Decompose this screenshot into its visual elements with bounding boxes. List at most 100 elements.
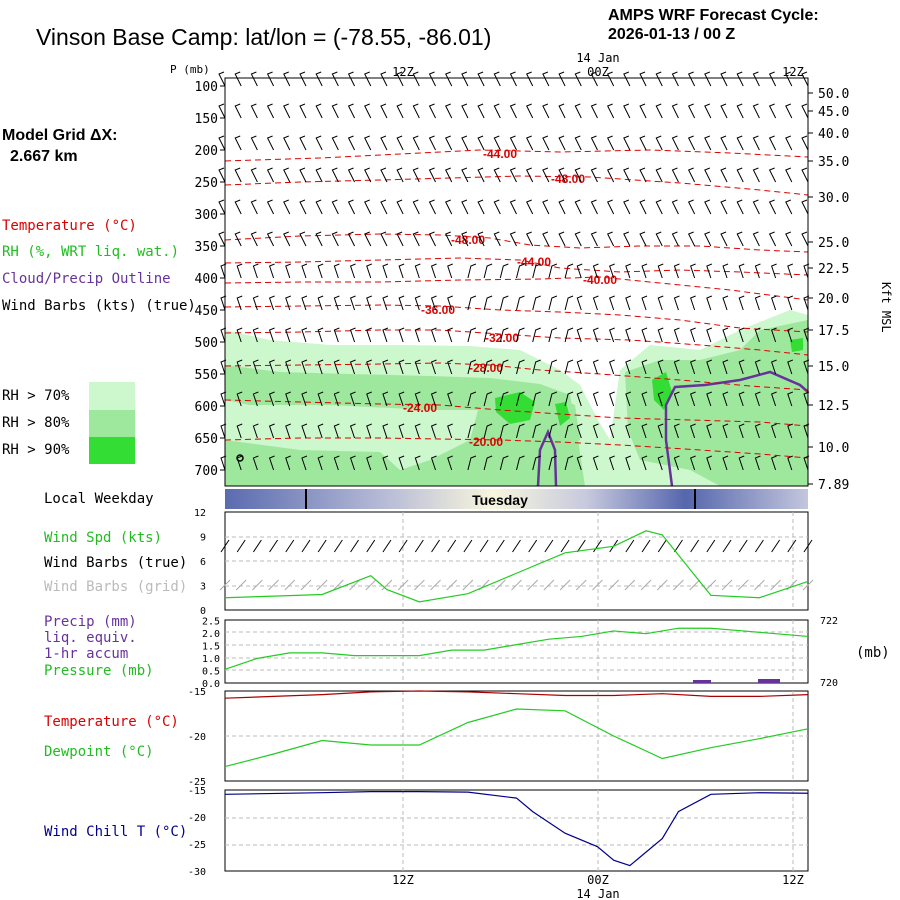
top-time-label: 00Z xyxy=(587,65,609,79)
wind-barb xyxy=(803,391,810,407)
wind-barb xyxy=(704,167,712,183)
wind-barb xyxy=(236,295,243,311)
pressure-tick-label: 500 xyxy=(195,336,218,351)
wind-barb xyxy=(268,327,275,343)
wind-barb xyxy=(720,231,728,247)
legend-wind-true: Wind Barbs (true) xyxy=(44,555,188,571)
precip-tick-label: 1.0 xyxy=(202,654,220,665)
wind-barb xyxy=(483,391,493,407)
wind-barb xyxy=(639,199,647,215)
panel-wind-barb-true xyxy=(641,539,651,553)
wind-barb xyxy=(366,359,372,375)
wind-tick-label: 3 xyxy=(200,582,206,593)
wind-barb xyxy=(526,199,534,215)
panel-wind-barb-true xyxy=(463,539,473,553)
panel-wind-barb-grid xyxy=(235,579,247,591)
forecast-cycle-value: 2026-01-13 / 00 Z xyxy=(608,26,736,43)
wind-barb xyxy=(220,359,227,375)
windchill-tick-label: -20 xyxy=(188,813,206,824)
wind-barb xyxy=(349,359,356,375)
wind-barb xyxy=(657,423,664,439)
wind-barb xyxy=(331,103,339,119)
wind-barb xyxy=(592,455,599,471)
height-tick-label: 7.89 xyxy=(818,478,849,493)
wind-barb xyxy=(687,103,696,119)
wind-barb xyxy=(477,199,485,215)
wind-barb xyxy=(266,167,275,183)
wind-barb xyxy=(803,263,810,279)
precip-tick-label: 0.0 xyxy=(202,679,220,690)
wind-barb xyxy=(722,391,729,407)
wind-barb xyxy=(364,135,372,151)
legend-rh90-swatch xyxy=(89,437,135,464)
contour-24 xyxy=(224,399,809,427)
wind-barb xyxy=(283,167,291,183)
wind-barb xyxy=(752,103,760,119)
wind-barb xyxy=(299,199,307,215)
wind-barb xyxy=(606,103,615,119)
wind-barb xyxy=(673,423,680,439)
panel-wind-barb-grid xyxy=(754,579,765,591)
panel-wind-barb-true xyxy=(236,539,246,553)
wind-barb xyxy=(785,71,793,87)
wind-barb xyxy=(606,71,615,87)
wind-barb xyxy=(706,295,713,311)
wind-barb xyxy=(317,359,324,375)
precip-tick-label: 2.0 xyxy=(202,629,220,640)
wind-barb xyxy=(412,103,420,119)
wind-barb xyxy=(430,263,437,279)
height-tick-label: 35.0 xyxy=(818,155,849,170)
wind-barb xyxy=(477,231,485,247)
pressure-tick-label: 100 xyxy=(195,80,218,95)
wind-barb xyxy=(768,167,777,183)
wind-barb xyxy=(349,327,356,343)
wind-barb xyxy=(532,359,541,375)
cross-section-wind-barbs xyxy=(218,71,810,471)
wind-barb xyxy=(574,199,582,215)
wind-barb xyxy=(752,71,760,87)
wind-barb xyxy=(516,423,525,439)
pressure-line xyxy=(224,627,809,670)
wind-barb xyxy=(673,391,680,407)
panel-wind-barb-true xyxy=(333,539,343,553)
wind-barb xyxy=(285,455,291,471)
wind-barb xyxy=(364,71,372,87)
wind-barb xyxy=(299,231,307,247)
wind-barb xyxy=(576,359,583,375)
wind-barb xyxy=(623,231,631,247)
wind-barb xyxy=(467,295,477,311)
wind-barb xyxy=(609,263,615,279)
wind-barb xyxy=(483,455,493,471)
wind-barb xyxy=(301,423,308,439)
wind-barb xyxy=(250,103,258,119)
wind-barb xyxy=(414,423,421,439)
wind-barb xyxy=(499,295,509,311)
contour-40 xyxy=(224,276,809,301)
legend-precip-1: Precip (mm) xyxy=(44,614,137,630)
wind-barb xyxy=(333,263,340,279)
temperature-contour-label: -48.00 xyxy=(551,172,585,186)
wind-barb xyxy=(720,167,728,183)
wind-barb xyxy=(526,231,534,247)
height-tick-label: 45.0 xyxy=(818,105,849,120)
wind-barb xyxy=(768,199,777,215)
panel-wind-barb-true xyxy=(285,539,295,553)
wind-barb xyxy=(299,103,307,119)
wind-barb xyxy=(564,359,574,375)
wind-barb xyxy=(639,71,647,87)
wind-barb xyxy=(366,263,372,279)
panel-wind-barb-grid xyxy=(592,579,603,591)
wind-barb xyxy=(722,423,729,439)
wind-barb xyxy=(428,231,436,247)
wind-barb xyxy=(398,295,405,311)
wind-tick-label: 6 xyxy=(200,557,206,568)
wind-barb xyxy=(364,103,372,119)
wind-barb xyxy=(266,71,275,87)
contour-44-upper xyxy=(224,149,809,162)
panel-wind-barb-true xyxy=(431,539,440,553)
wind-barb xyxy=(317,295,324,311)
wind-barb xyxy=(445,103,453,119)
wind-barb xyxy=(414,455,421,471)
panel-wind-barb-grid xyxy=(543,579,555,591)
wind-barb xyxy=(236,423,243,439)
